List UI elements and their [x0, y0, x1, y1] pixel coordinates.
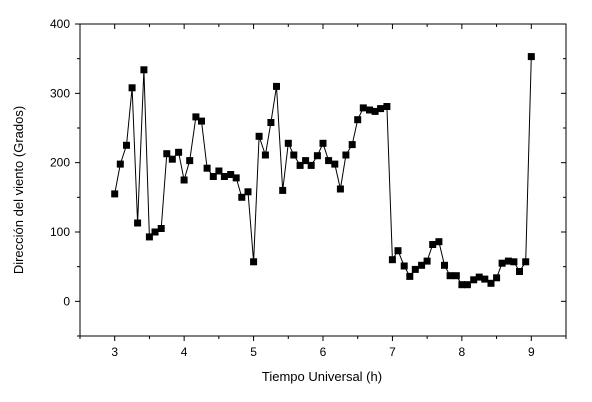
series-markers [111, 53, 535, 289]
data-point [411, 265, 419, 273]
data-point [441, 261, 448, 269]
data-point [203, 164, 211, 172]
data-point [377, 105, 385, 113]
y-tick-label: 300 [50, 86, 70, 100]
series-line [114, 56, 532, 286]
data-point [371, 107, 379, 115]
data-point [418, 261, 426, 269]
data-point [128, 84, 136, 92]
data-point [290, 151, 298, 159]
data-point [325, 157, 333, 165]
x-tick-label: 6 [320, 345, 327, 359]
data-point [279, 186, 287, 194]
x-axis-label: Tiempo Universal (h) [262, 369, 382, 384]
data-point [388, 256, 396, 264]
data-point [180, 176, 188, 184]
data-point [463, 281, 471, 289]
data-point [481, 275, 489, 283]
axis-ticks [75, 23, 567, 341]
data-point [366, 106, 373, 114]
data-point [504, 257, 512, 265]
y-axis-label: Dirección del viento (Grados) [11, 106, 26, 274]
data-point [498, 259, 506, 267]
data-point [209, 173, 217, 180]
x-tick-label: 5 [250, 345, 257, 359]
data-point [163, 150, 171, 158]
data-point [383, 103, 391, 110]
data-point [475, 273, 483, 281]
data-point [336, 185, 344, 193]
data-point [406, 272, 414, 280]
plot-area-frame [79, 23, 567, 337]
data-point [232, 174, 240, 182]
y-tick-label: 100 [50, 225, 70, 239]
data-point [140, 66, 148, 74]
data-point [157, 225, 165, 232]
data-point [342, 151, 350, 159]
data-point [435, 238, 443, 246]
data-point [116, 160, 124, 168]
x-tick-label: 9 [528, 345, 535, 359]
data-point [510, 258, 518, 266]
data-point [134, 219, 142, 227]
data-point [319, 139, 327, 147]
x-tick-label: 3 [111, 345, 118, 359]
x-tick-label: 4 [181, 345, 188, 359]
data-point [215, 167, 223, 175]
data-point [302, 157, 310, 165]
data-point [192, 113, 200, 121]
data-point [273, 82, 280, 90]
x-tick-label: 7 [389, 345, 396, 359]
y-tick-label: 200 [50, 156, 70, 170]
data-point [255, 132, 263, 140]
data-point [487, 279, 495, 287]
data-point [175, 148, 183, 156]
data-point [452, 272, 460, 280]
data-point [244, 188, 252, 196]
y-tick-label: 400 [50, 17, 70, 31]
axis-tick-labels: 3 4 5 6 7 8 9 0 100 200 300 400 [50, 17, 535, 359]
data-point [446, 272, 454, 280]
data-point [168, 155, 176, 163]
data-point [493, 274, 501, 282]
data-point [238, 193, 246, 201]
data-point [400, 262, 408, 270]
data-point [284, 139, 292, 147]
data-point [111, 190, 119, 198]
data-point [250, 258, 258, 266]
x-tick-label: 8 [459, 345, 466, 359]
data-point [516, 268, 523, 275]
data-point [227, 171, 235, 178]
data-point [331, 160, 339, 168]
data-point [458, 281, 466, 289]
data-point [267, 119, 275, 126]
data-point [359, 104, 367, 112]
data-point [354, 116, 362, 124]
data-point [123, 141, 130, 149]
data-point [261, 151, 269, 159]
data-point [394, 247, 402, 255]
data-point [220, 173, 228, 180]
data-point [527, 53, 535, 61]
data-point [470, 276, 478, 284]
data-point [186, 157, 194, 165]
y-tick-label: 0 [63, 294, 70, 308]
data-point [296, 161, 304, 169]
data-point [313, 152, 321, 160]
data-point [429, 241, 437, 248]
data-point [198, 117, 205, 125]
data-point [307, 161, 315, 169]
data-point [522, 258, 530, 266]
data-point [423, 257, 431, 265]
data-point [145, 233, 153, 241]
data-point [348, 141, 356, 149]
data-point [151, 228, 159, 236]
